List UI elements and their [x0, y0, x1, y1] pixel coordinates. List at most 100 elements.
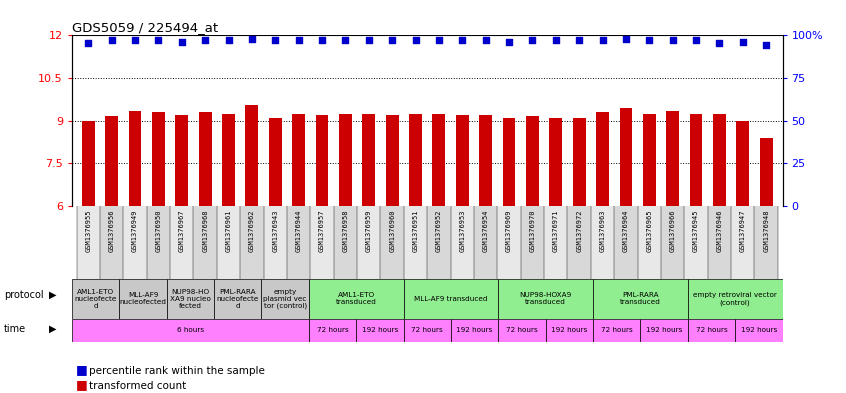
Bar: [199, 112, 212, 206]
Point: [479, 37, 492, 44]
Bar: [451, 319, 498, 342]
Bar: [479, 115, 492, 206]
Bar: [474, 206, 497, 279]
Bar: [381, 206, 404, 279]
Text: GDS5059 / 225494_at: GDS5059 / 225494_at: [72, 21, 218, 34]
Point: [455, 37, 469, 44]
Text: GSM1376956: GSM1376956: [108, 209, 115, 252]
Text: 6 hours: 6 hours: [177, 327, 204, 333]
Point: [549, 37, 563, 44]
Text: 72 hours: 72 hours: [695, 327, 728, 333]
Bar: [456, 115, 469, 206]
Bar: [124, 206, 146, 279]
Bar: [309, 319, 356, 342]
Text: GSM1376967: GSM1376967: [179, 209, 184, 252]
Bar: [339, 114, 352, 206]
Point: [338, 37, 352, 44]
Bar: [667, 111, 679, 206]
Bar: [544, 206, 568, 279]
Text: GSM1376969: GSM1376969: [506, 209, 512, 252]
Text: 192 hours: 192 hours: [741, 327, 777, 333]
Bar: [735, 319, 783, 342]
Text: GSM1376960: GSM1376960: [389, 209, 395, 252]
Bar: [661, 206, 684, 279]
Bar: [292, 114, 305, 206]
Point: [760, 42, 773, 48]
Bar: [427, 206, 451, 279]
Bar: [386, 115, 398, 206]
Point: [573, 37, 586, 44]
Text: GSM1376950: GSM1376950: [156, 209, 162, 252]
Bar: [736, 121, 750, 206]
Bar: [214, 279, 261, 319]
Bar: [640, 319, 688, 342]
Bar: [593, 279, 688, 319]
Text: GSM1376953: GSM1376953: [459, 209, 465, 252]
Point: [596, 37, 609, 43]
Text: GSM1376958: GSM1376958: [343, 209, 349, 252]
Bar: [593, 319, 640, 342]
Bar: [357, 206, 381, 279]
Text: ▶: ▶: [49, 324, 57, 334]
Bar: [498, 279, 593, 319]
Bar: [146, 206, 170, 279]
Text: time: time: [4, 324, 26, 334]
Bar: [546, 319, 593, 342]
Bar: [713, 114, 726, 206]
Text: GSM1376949: GSM1376949: [132, 209, 138, 252]
Point: [362, 37, 376, 43]
Point: [643, 37, 656, 44]
Point: [316, 37, 329, 44]
Bar: [404, 279, 498, 319]
Bar: [310, 206, 333, 279]
Text: GSM1376966: GSM1376966: [670, 209, 676, 252]
Text: AML1-ETO
transduced: AML1-ETO transduced: [336, 292, 376, 305]
Text: GSM1376961: GSM1376961: [226, 209, 232, 252]
Bar: [688, 319, 735, 342]
Bar: [614, 206, 638, 279]
Bar: [643, 114, 656, 206]
Text: AML1-ETO
nucleofecte
d: AML1-ETO nucleofecte d: [74, 289, 117, 309]
Bar: [688, 279, 783, 319]
Text: GSM1376965: GSM1376965: [646, 209, 652, 252]
Text: GSM1376945: GSM1376945: [693, 209, 699, 252]
Text: GSM1376964: GSM1376964: [623, 209, 629, 252]
Bar: [167, 279, 214, 319]
Text: empty
plasmid vec
tor (control): empty plasmid vec tor (control): [263, 289, 307, 309]
Bar: [362, 114, 376, 206]
Text: GSM1376952: GSM1376952: [436, 209, 442, 252]
Text: GSM1376971: GSM1376971: [552, 209, 559, 252]
Point: [689, 37, 703, 44]
Text: empty retroviral vector
(control): empty retroviral vector (control): [693, 292, 777, 306]
Text: protocol: protocol: [4, 290, 44, 300]
Text: GSM1376951: GSM1376951: [413, 209, 419, 252]
Point: [666, 37, 679, 43]
Text: GSM1376944: GSM1376944: [295, 209, 302, 252]
Point: [712, 40, 726, 46]
Text: GSM1376955: GSM1376955: [85, 209, 91, 252]
Bar: [497, 206, 521, 279]
Text: 72 hours: 72 hours: [506, 327, 538, 333]
Text: percentile rank within the sample: percentile rank within the sample: [89, 366, 265, 376]
Bar: [755, 206, 777, 279]
Bar: [451, 206, 474, 279]
Point: [222, 37, 235, 43]
Text: GSM1376962: GSM1376962: [249, 209, 255, 252]
Text: NUP98-HOXA9
transduced: NUP98-HOXA9 transduced: [519, 292, 572, 305]
Bar: [269, 118, 282, 206]
Text: 72 hours: 72 hours: [601, 327, 633, 333]
Text: GSM1376959: GSM1376959: [365, 209, 371, 252]
Bar: [261, 279, 309, 319]
Bar: [333, 206, 357, 279]
Bar: [316, 115, 328, 206]
Bar: [568, 206, 591, 279]
Point: [409, 37, 422, 43]
Bar: [573, 118, 585, 206]
Text: ▶: ▶: [49, 290, 57, 300]
Bar: [596, 112, 609, 206]
Text: GSM1376972: GSM1376972: [576, 209, 582, 252]
Text: GSM1376968: GSM1376968: [202, 209, 208, 252]
Bar: [72, 319, 309, 342]
Point: [525, 37, 539, 44]
Bar: [684, 206, 708, 279]
